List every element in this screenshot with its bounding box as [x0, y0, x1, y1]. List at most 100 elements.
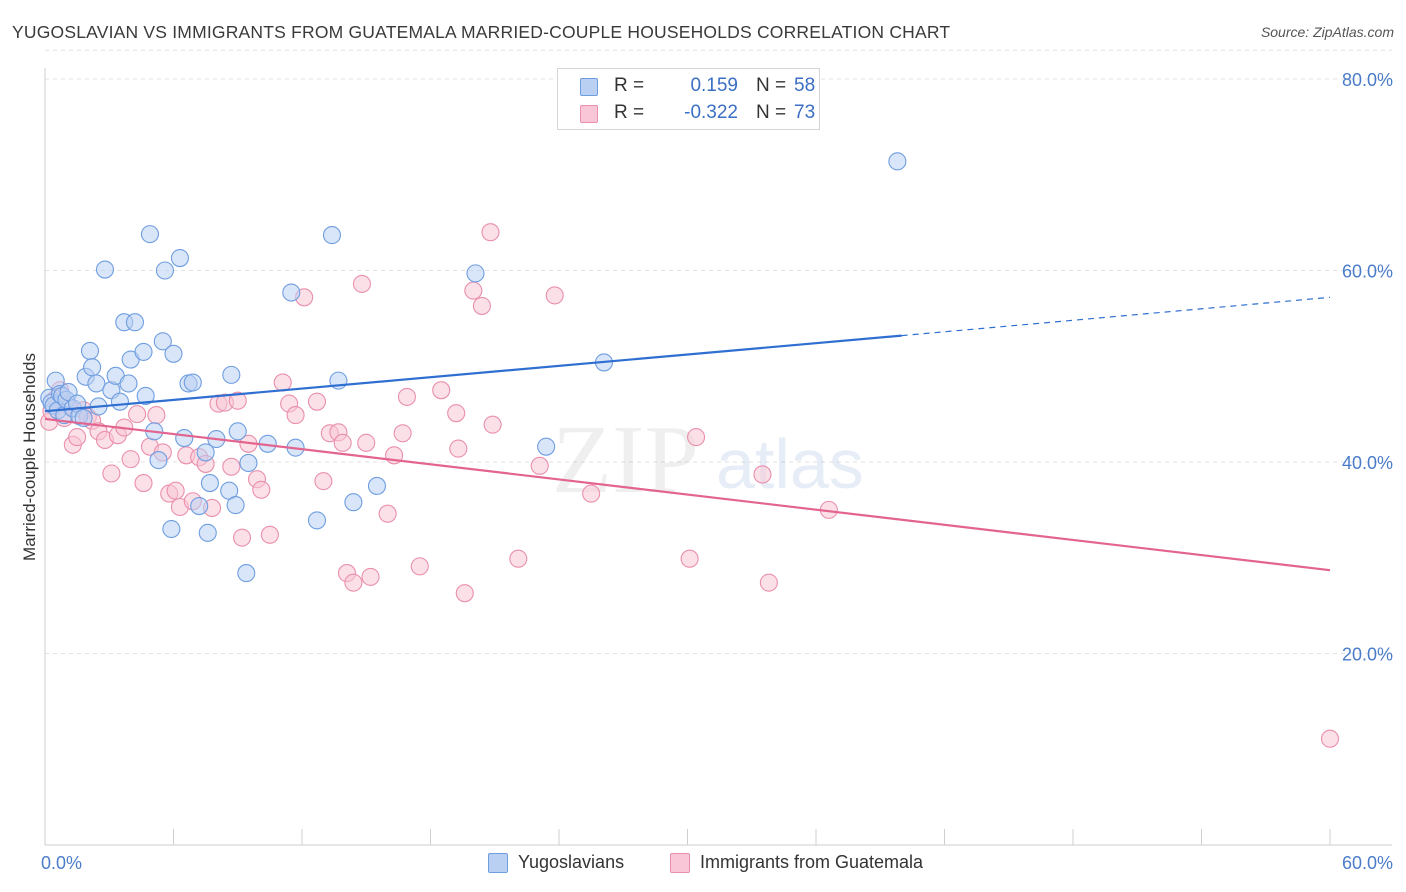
guatemala-point [432, 381, 451, 400]
guatemala-point [252, 480, 271, 499]
guatemala-point [687, 428, 706, 447]
guatemala-point [464, 281, 483, 300]
guatemala-point [307, 392, 327, 411]
yugoslavian-point [237, 564, 256, 583]
r-value: 0.159 [690, 75, 738, 96]
guatemala-point [449, 439, 468, 458]
guatemala-point [352, 274, 372, 293]
watermark-atlas: atlas [716, 425, 864, 503]
yugoslavian-point [200, 474, 219, 493]
yugoslavian-point [190, 496, 209, 516]
yugoslavian-point [307, 511, 327, 530]
yugoslavian-point [164, 344, 183, 363]
blue-swatch [488, 853, 508, 873]
guatemala-point [232, 528, 252, 547]
x-tick-label: 60.0% [1342, 853, 1393, 873]
guatemala-point [286, 406, 305, 425]
trend-lines [44, 296, 1331, 572]
yugoslavian-point [222, 365, 241, 384]
yugoslavian-point [153, 332, 172, 351]
guatemala-point [447, 404, 466, 423]
guatemala-point [483, 415, 502, 434]
yugoslavian-point [344, 493, 363, 512]
n-value: 58 [794, 75, 816, 96]
x-tick-label: 0.0% [41, 853, 82, 873]
guatemala-point [314, 472, 333, 491]
yugoslavian-point [367, 476, 387, 495]
n-label: N = [756, 102, 787, 123]
yugoslavian-point [136, 386, 155, 405]
yugoslavian-point [282, 283, 301, 302]
guatemala-point [753, 465, 772, 484]
yugoslavian-point [119, 374, 138, 393]
yugoslavian-point [125, 313, 144, 332]
pink-swatch [580, 105, 598, 123]
yugoslavian-trend-extension [901, 296, 1331, 337]
yugoslavian-point [228, 422, 247, 441]
yugoslavian-point [198, 523, 217, 542]
guatemala-point [481, 223, 500, 242]
y-axis-title: Married-couple Households [20, 353, 39, 561]
guatemala-point [545, 286, 564, 305]
yugoslavian-point [466, 264, 485, 283]
guatemala-point [147, 406, 166, 425]
yugoslavian-point [196, 443, 215, 462]
guatemala-point [222, 457, 241, 476]
guatemala-point [228, 391, 247, 410]
grid-layer [45, 49, 1392, 654]
yugoslavian-point [134, 342, 153, 361]
watermark: ZIP atlas [552, 406, 864, 514]
guatemala-point [582, 484, 601, 503]
yugoslavian-point [155, 261, 174, 280]
yugoslavian-point [175, 429, 194, 448]
guatemala-point [378, 504, 397, 523]
yugoslavian-point [322, 226, 342, 245]
yugoslavian-point [83, 358, 102, 377]
r-label: R = [614, 102, 645, 123]
guatemala-point [121, 450, 140, 469]
y-tick-label: 20.0% [1342, 645, 1393, 665]
r-label: R = [614, 75, 645, 96]
y-tick-label: 40.0% [1342, 453, 1393, 473]
guatemala-point [102, 464, 121, 483]
yugoslavian-point [888, 152, 907, 171]
guatemala-point [759, 573, 778, 592]
source-credit: Source: ZipAtlas.com [1260, 24, 1394, 40]
guatemala-point [357, 433, 376, 452]
guatemala-point [393, 424, 412, 443]
guatemala-point [472, 296, 491, 315]
guatemala-point [1320, 729, 1340, 748]
chart-title: YUGOSLAVIAN VS IMMIGRANTS FROM GUATEMALA… [12, 22, 951, 42]
yugoslavian-point [80, 341, 100, 360]
yugoslavian-point [87, 374, 106, 393]
yugoslavian-point [183, 373, 202, 392]
yugoslavian-point [170, 249, 189, 268]
guatemala-point [333, 433, 352, 452]
guatemala-point [166, 481, 185, 500]
yugoslavian-point [162, 519, 181, 539]
n-label: N = [756, 75, 787, 96]
yugoslavian-point [95, 260, 115, 279]
watermark-zip: ZIP [552, 406, 699, 514]
guatemala-point [273, 373, 292, 392]
yugoslavian-point [110, 392, 130, 411]
n-value: 73 [794, 102, 816, 123]
r-value: -0.322 [684, 102, 738, 123]
guatemala-point [530, 456, 549, 475]
y-tick-label: 60.0% [1342, 262, 1393, 282]
guatemala-point [344, 573, 363, 592]
guatemala-point [134, 474, 153, 493]
pink-swatch [670, 853, 690, 873]
guatemala-trend-line [44, 417, 1331, 572]
guatemala-point [260, 525, 279, 544]
axes-layer [44, 68, 1392, 846]
guatemala-point [455, 584, 474, 603]
yugoslavian-point [149, 451, 168, 470]
correlation-legend: R = 0.159 N = 58 R = -0.322 N = 73 [557, 68, 820, 130]
guatemala-point [509, 549, 528, 568]
yugoslavian-point [140, 225, 159, 244]
guatemala-point [68, 428, 87, 447]
guatemala-point [410, 557, 429, 576]
guatemala-point [128, 405, 147, 424]
